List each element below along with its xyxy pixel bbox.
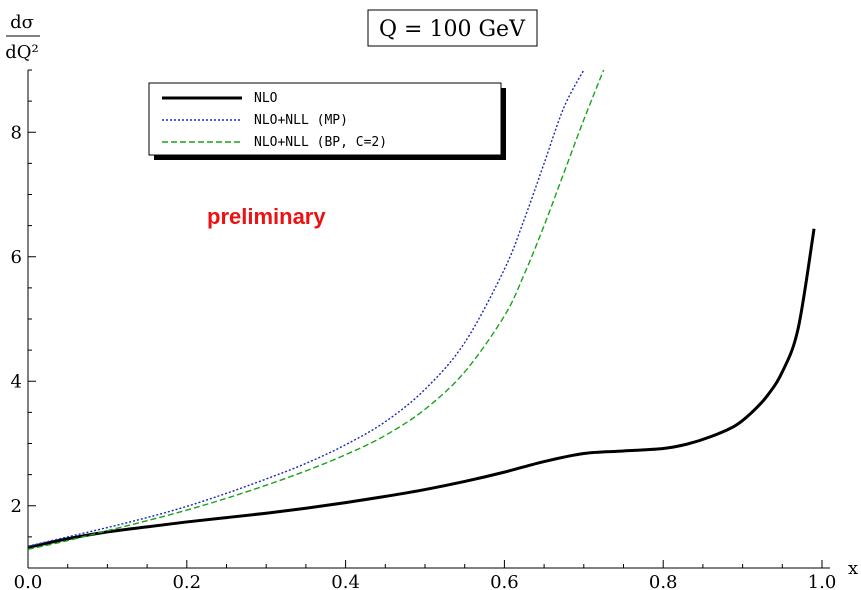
series-nlo-nll-bp: [27, 69, 605, 551]
chart-title-text: Q = 100 GeV: [379, 17, 526, 42]
legend-item-nlo-label: NLO: [254, 91, 278, 106]
x-tick-label: 0.4: [331, 572, 360, 590]
series-nlo: [27, 228, 816, 549]
series-layer: [27, 69, 816, 551]
series-nlo-nll-mp: [27, 69, 585, 547]
y-tick-label: 8: [11, 122, 22, 143]
y-axis-title-denominator: dQ²: [5, 42, 39, 63]
x-tick-label: 0.8: [649, 572, 678, 590]
x-tick-label: 1.0: [808, 572, 837, 590]
chart-title-box: [367, 9, 538, 47]
legend-box: [148, 82, 502, 156]
legend-item-nlo-nll-bp-label: NLO+NLL (BP, C=2): [254, 135, 387, 150]
x-tick-label: 0.0: [14, 572, 43, 590]
x-tick-label: 0.2: [172, 572, 201, 590]
legend-item-nlo-nll-mp-label: NLO+NLL (MP): [254, 113, 348, 128]
y-axis-title: dσ dQ²: [5, 12, 40, 63]
y-tick-label: 6: [11, 247, 22, 268]
preliminary-annotation: preliminary: [207, 204, 326, 229]
y-axis-title-numerator: dσ: [10, 12, 34, 33]
chart-title: Q = 100 GeV: [367, 9, 538, 47]
y-ticks: 2 4 6 8: [11, 69, 36, 538]
y-tick-label: 4: [11, 371, 22, 392]
legend-items: NLO NLO+NLL (MP) NLO+NLL (BP, C=2): [162, 91, 387, 150]
legend: NLO NLO+NLL (MP) NLO+NLL (BP, C=2): [148, 82, 506, 160]
x-tick-label: 0.6: [490, 572, 519, 590]
x-ticks: 0.0 0.2 0.4 0.6 0.8 1.0: [14, 560, 837, 590]
x-axis-title: x: [848, 558, 858, 579]
y-tick-label: 2: [11, 496, 22, 517]
